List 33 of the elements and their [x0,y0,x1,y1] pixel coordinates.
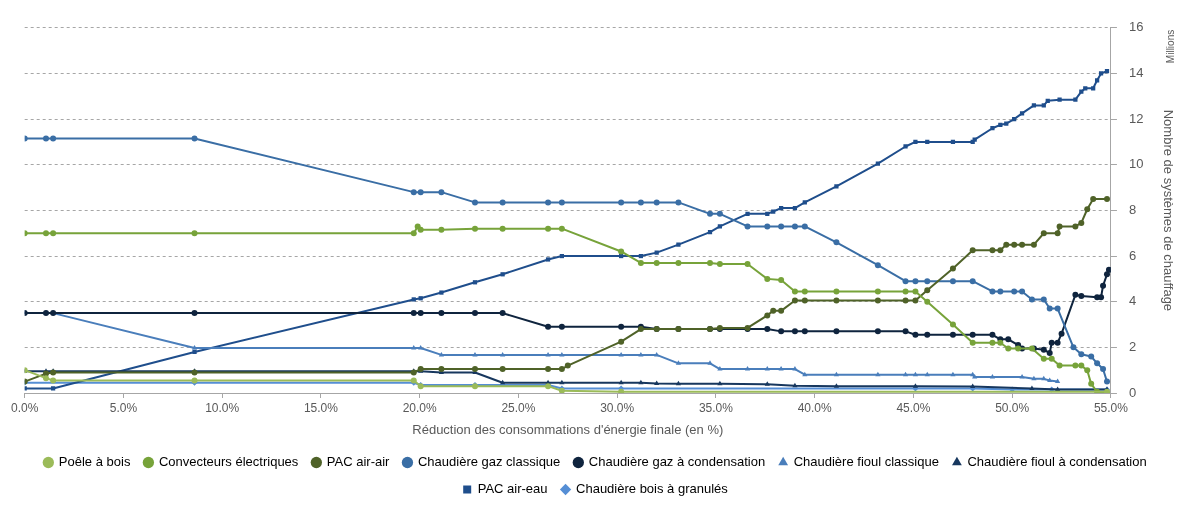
y-tick-label: 10 [1128,156,1144,172]
x-tick-label: 30.0% [600,400,635,415]
text: Millions [1164,29,1176,64]
x-axis-title: Réduction des consommations d'énergie finale (en %) [412,421,724,437]
legend-label: Poêle à bois [58,454,131,470]
x-tick-label: 10.0% [205,400,240,415]
x-tick-label: 40.0% [797,400,833,415]
legend-label: Chaudière gaz classique [417,454,561,470]
y-tick-label: 14 [1128,65,1144,81]
legend-label: Chaudière fioul classique [793,454,939,470]
legend-label: PAC air-air [326,454,391,470]
y-tick-label: 2 [1128,338,1137,354]
x-tick-label: 55.0% [1093,400,1129,415]
y-tick-label: 12 [1128,110,1144,126]
legend-label: Chaudière bois à granulés [576,481,729,497]
x-tick-label: 25.0% [501,400,536,415]
x-tick-label: 5.0% [109,400,138,415]
y-axis-title: Nombre de systèmes de chauffage [1160,109,1176,312]
x-tick-label: 20.0% [402,400,438,415]
legend-label: PAC air-eau [477,481,548,497]
x-tick-label: 0.0% [11,400,39,415]
legend-label: Chaudière gaz à condensation [588,454,766,470]
x-tick-label: 35.0% [698,400,734,415]
x-tick-label: 15.0% [303,400,339,415]
legend-label: Convecteurs électriques [158,454,299,470]
legend-label: Chaudière fioul à condensation [967,454,1147,470]
x-tick-label: 45.0% [896,400,931,415]
y-tick-label: 16 [1128,19,1144,35]
y-tick-label: 4 [1128,293,1137,309]
y-tick-label: 8 [1128,201,1137,217]
x-tick-label: 50.0% [995,400,1030,415]
y-tick-label: 6 [1128,247,1137,263]
y-tick-label: 0 [1128,384,1137,400]
